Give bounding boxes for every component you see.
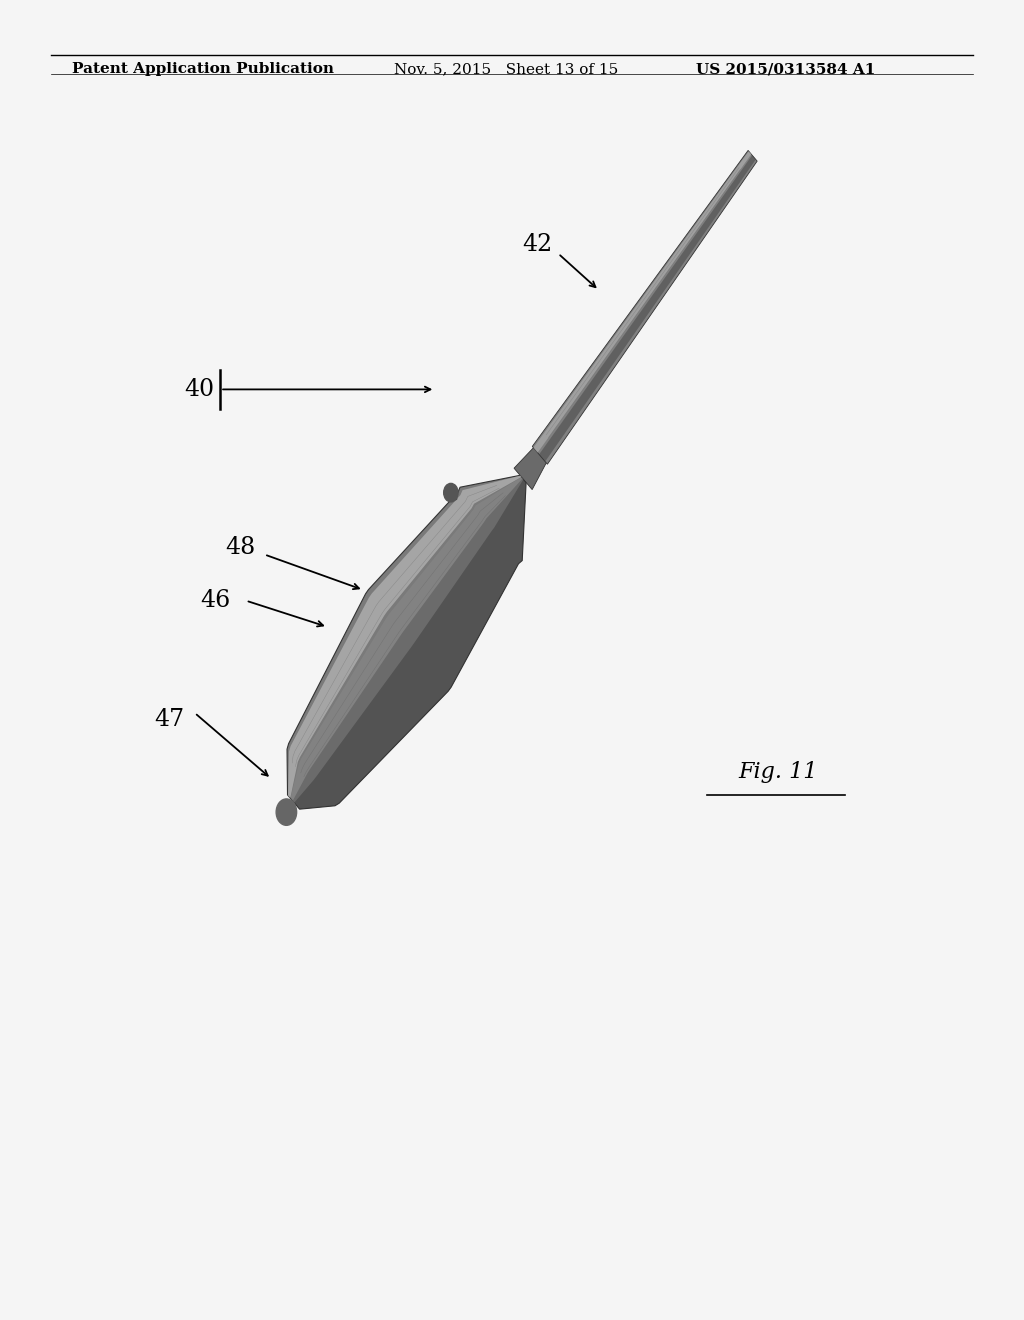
Text: 42: 42 [522, 232, 553, 256]
Text: 46: 46 [200, 589, 230, 612]
Text: Fig. 11: Fig. 11 [738, 762, 818, 783]
Circle shape [443, 483, 458, 502]
Polygon shape [293, 478, 526, 809]
Circle shape [276, 799, 297, 825]
Text: 40: 40 [184, 378, 215, 401]
Polygon shape [532, 150, 757, 465]
Text: Nov. 5, 2015   Sheet 13 of 15: Nov. 5, 2015 Sheet 13 of 15 [394, 62, 618, 77]
Polygon shape [539, 156, 756, 462]
Text: 47: 47 [154, 708, 184, 731]
Text: Patent Application Publication: Patent Application Publication [72, 62, 334, 77]
Text: US 2015/0313584 A1: US 2015/0313584 A1 [696, 62, 876, 77]
Polygon shape [534, 152, 752, 453]
Polygon shape [288, 475, 521, 799]
Polygon shape [291, 477, 523, 803]
Text: 48: 48 [225, 536, 256, 560]
Polygon shape [514, 445, 548, 490]
Polygon shape [287, 475, 526, 809]
